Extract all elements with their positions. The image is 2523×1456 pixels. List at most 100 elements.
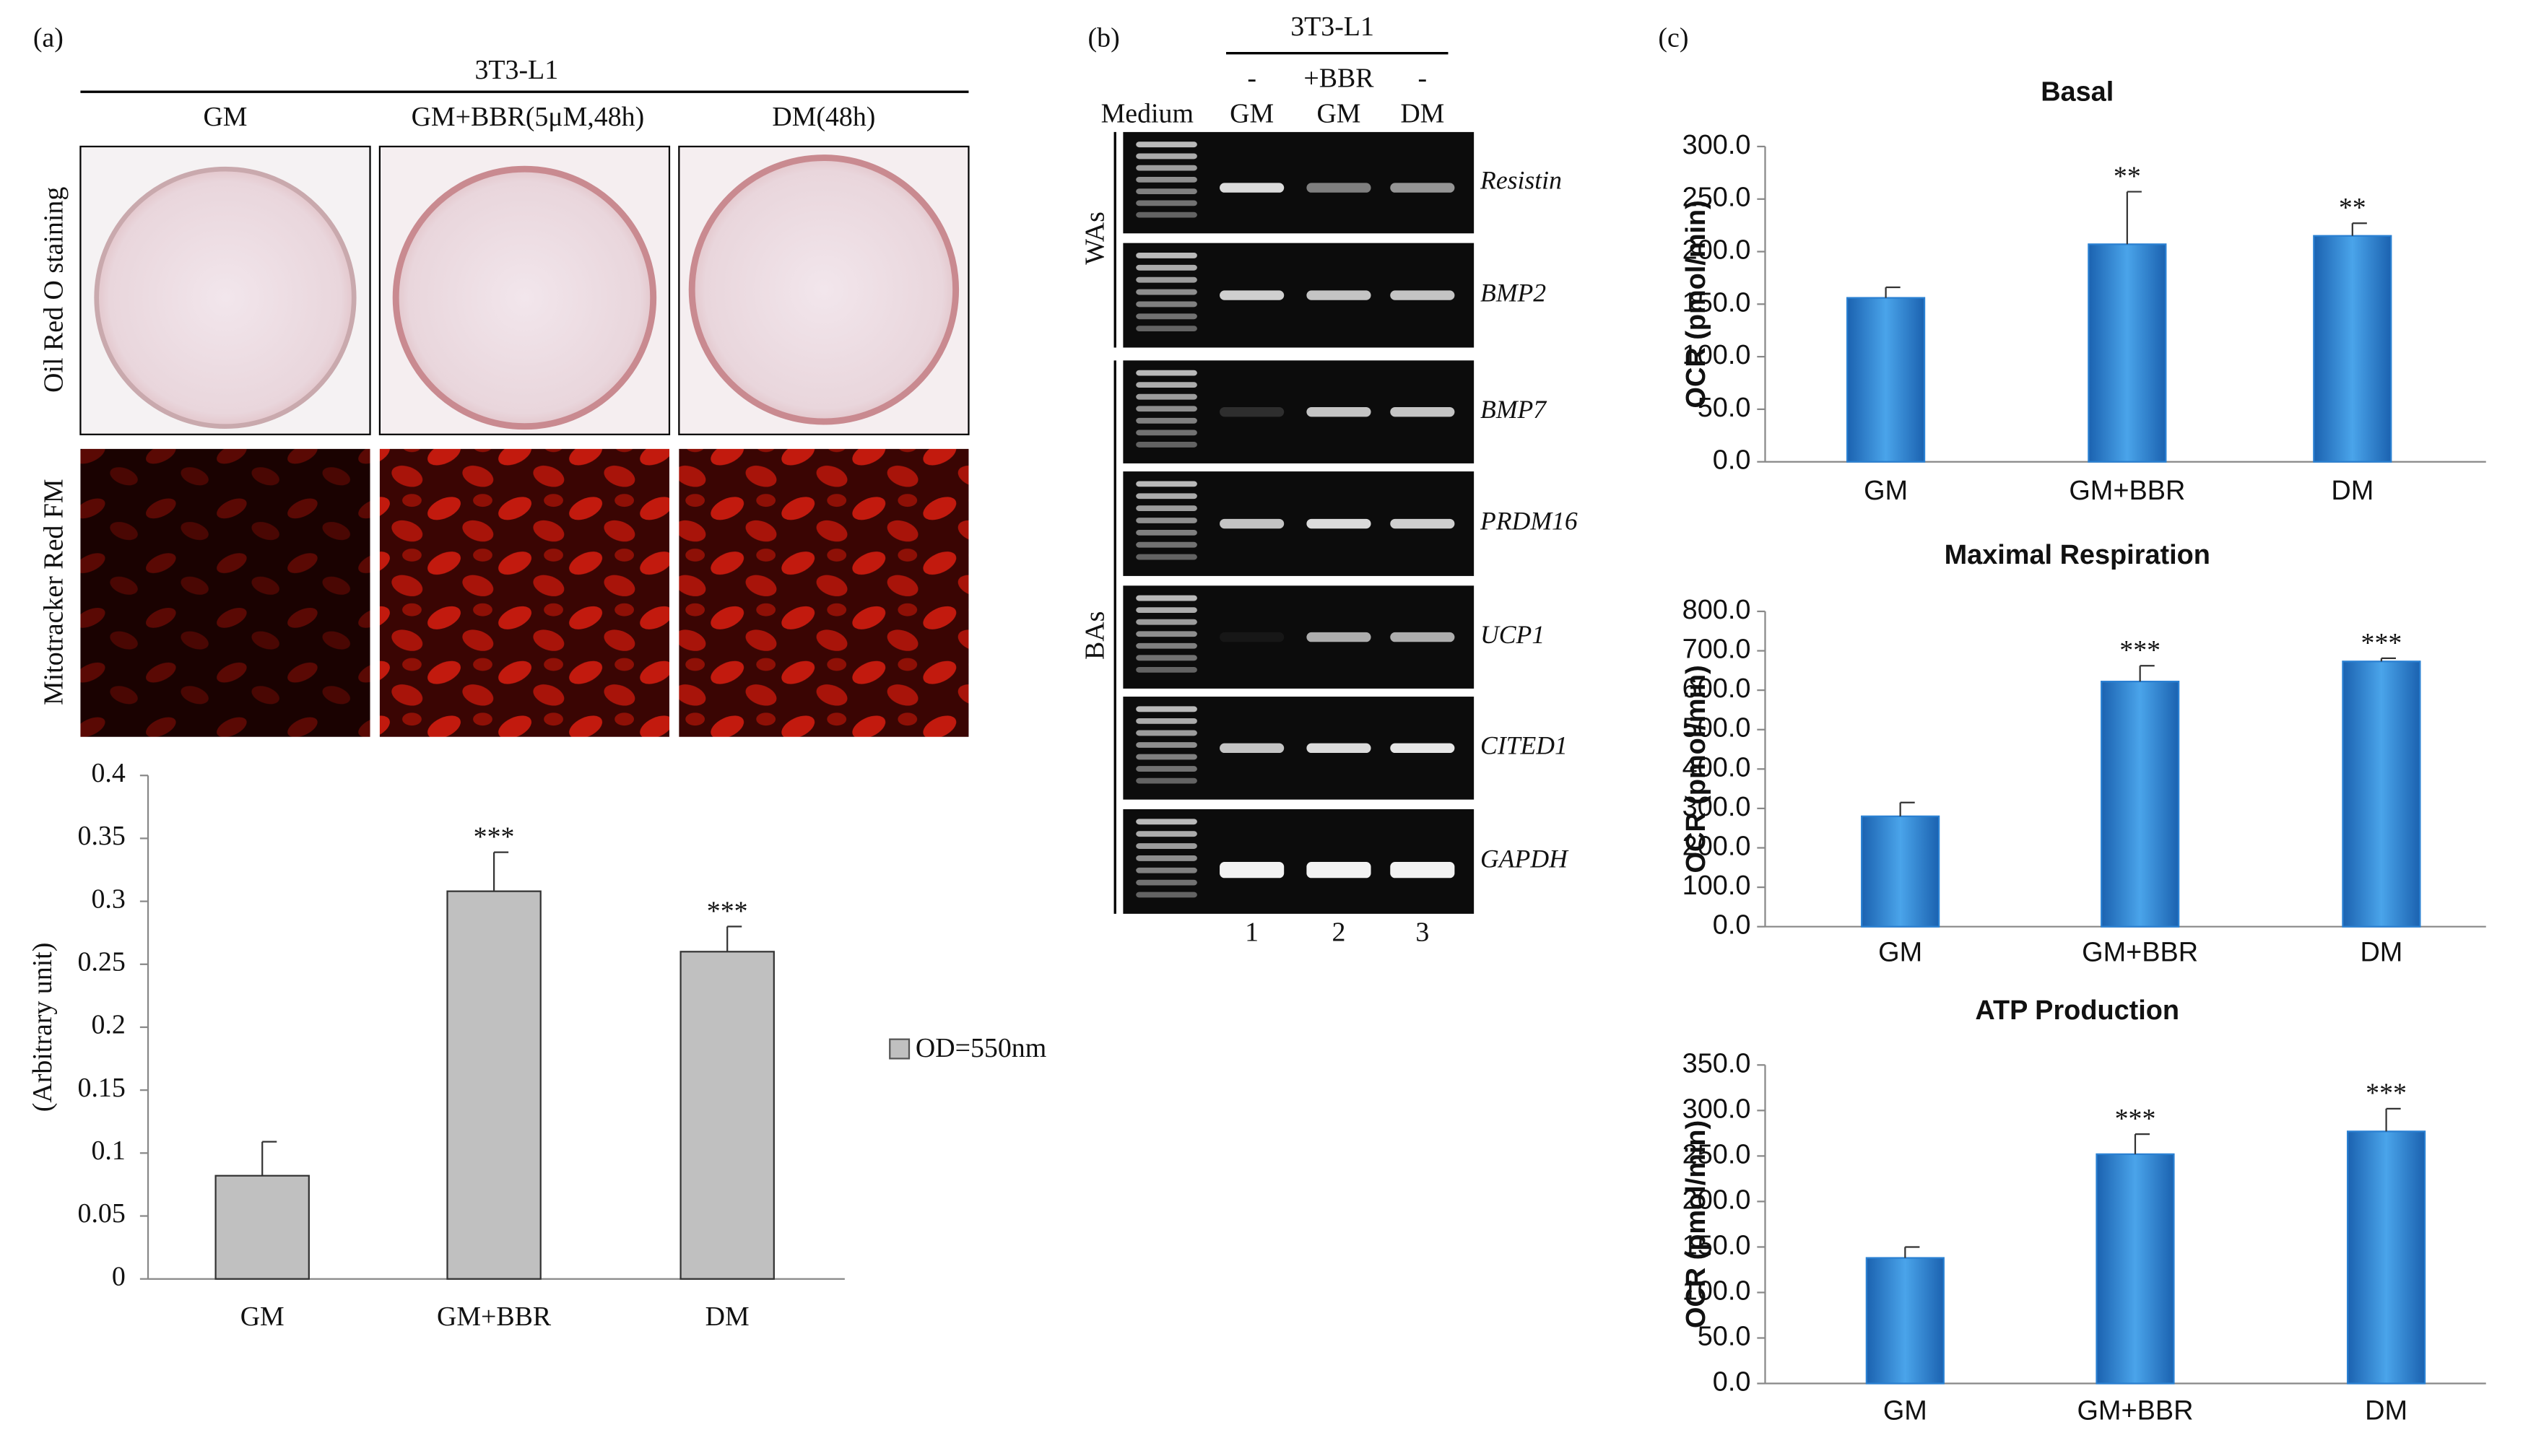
y-tick-label: 250.0 (1682, 1139, 1751, 1169)
gel (1123, 131, 1475, 234)
band (1306, 183, 1371, 193)
y-tick-label: 50.0 (1698, 393, 1751, 423)
dish (392, 165, 657, 430)
significance: *** (2119, 635, 2161, 666)
ladder-band (1136, 529, 1197, 536)
ladder-band (1136, 393, 1197, 400)
significance: ** (2114, 161, 2141, 191)
band (1220, 290, 1285, 300)
band (1306, 743, 1371, 754)
row-label: Oil Red O staining (39, 187, 69, 393)
lane-label: DM (1400, 98, 1444, 128)
ladder-band (1136, 417, 1197, 424)
ladder-band (1136, 541, 1197, 548)
y-tick-label: 600.0 (1682, 673, 1751, 704)
gene-label: CITED1 (1480, 731, 1568, 760)
band (1220, 632, 1285, 642)
bar (2342, 661, 2421, 928)
x-tick-label: GM (1864, 476, 1908, 506)
y-tick-label: 300.0 (1682, 792, 1751, 822)
band (1390, 862, 1455, 879)
lane-number: 2 (1332, 917, 1345, 948)
treatment-label: - (1418, 63, 1428, 93)
gels (1123, 131, 1475, 914)
bar (214, 1174, 310, 1280)
x-tick-label: GM (1883, 1396, 1927, 1426)
y-tick-label: 800.0 (1682, 595, 1751, 625)
band (1220, 183, 1285, 193)
ladder-band (1136, 176, 1197, 183)
ladder-band (1136, 892, 1197, 898)
x-tick-label: GM+BBR (2069, 476, 2185, 506)
ladder-label: Medium (1101, 98, 1194, 128)
band (1390, 632, 1455, 642)
gel (1123, 809, 1475, 914)
y-tick-label: 300.0 (1682, 130, 1751, 160)
ladder-band (1136, 642, 1197, 649)
chart-title: ATP Production (1975, 995, 2179, 1026)
y-tick-label: 250.0 (1682, 183, 1751, 213)
ladder-band (1136, 326, 1197, 332)
ladder-band (1136, 855, 1197, 861)
treatment-label: - (1247, 63, 1256, 93)
chart-title: Maximal Respiration (1945, 540, 2210, 570)
legend-swatch (889, 1038, 911, 1060)
y-tick-label: 100.0 (1682, 871, 1751, 901)
panel-label: (a) (33, 23, 64, 53)
ladder-band (1136, 742, 1197, 748)
y-tick-label: 200.0 (1682, 1185, 1751, 1215)
cell-line: 3T3-L1 (474, 55, 558, 85)
y-tick-label: 0 (112, 1261, 126, 1291)
band (1306, 862, 1371, 879)
ladder-band (1136, 289, 1197, 295)
legend-label: OD=550nm (916, 1033, 1046, 1063)
significance: *** (2366, 1078, 2407, 1109)
lane-label: GM (1230, 98, 1274, 128)
ladder-band (1136, 706, 1197, 712)
bar (2346, 1130, 2426, 1385)
y-tick-label: 300.0 (1682, 1094, 1751, 1124)
y-tick-label: 150.0 (1682, 1230, 1751, 1260)
gene-label: UCP1 (1480, 620, 1545, 649)
band (1220, 518, 1285, 529)
ladder-band (1136, 831, 1197, 837)
ladder-band (1136, 777, 1197, 784)
ladder-band (1136, 141, 1197, 148)
ladder-band (1136, 554, 1197, 560)
column-label: GM+BBR(5μM,48h) (412, 102, 645, 132)
bar (2101, 681, 2180, 928)
y-tick-label: 200.0 (1682, 235, 1751, 266)
ladder-band (1136, 879, 1197, 886)
bar (1865, 1257, 1945, 1385)
bar (1861, 815, 1940, 928)
photo (80, 448, 370, 737)
dish (688, 154, 960, 425)
y-tick-label: 50.0 (1698, 1322, 1751, 1352)
lane-label: GM (1316, 98, 1360, 128)
row-label: Mitotracker Red FM (39, 479, 69, 705)
ladder-band (1136, 607, 1197, 614)
band (1390, 290, 1455, 300)
ladder-band (1136, 819, 1197, 825)
band (1306, 290, 1371, 300)
photos (79, 145, 970, 737)
ladder-band (1136, 253, 1197, 258)
y-tick-label: 100.0 (1682, 1276, 1751, 1306)
ladder-band (1136, 481, 1197, 487)
y-tick-label: 0.35 (78, 821, 126, 851)
x-tick-label: DM (705, 1302, 750, 1332)
group-label: WAs (1080, 212, 1110, 265)
significance: *** (2361, 628, 2402, 658)
y-tick-label: 150.0 (1682, 287, 1751, 318)
significance: ** (2339, 193, 2366, 223)
ladder-band (1136, 442, 1197, 448)
significance: *** (707, 896, 748, 926)
band (1306, 632, 1371, 642)
photo (379, 448, 669, 737)
column-label: GM (203, 102, 247, 132)
ladder-band (1136, 730, 1197, 736)
lane-number: 1 (1245, 917, 1259, 948)
x-tick-label: GM+BBR (437, 1302, 552, 1332)
ladder-band (1136, 766, 1197, 772)
